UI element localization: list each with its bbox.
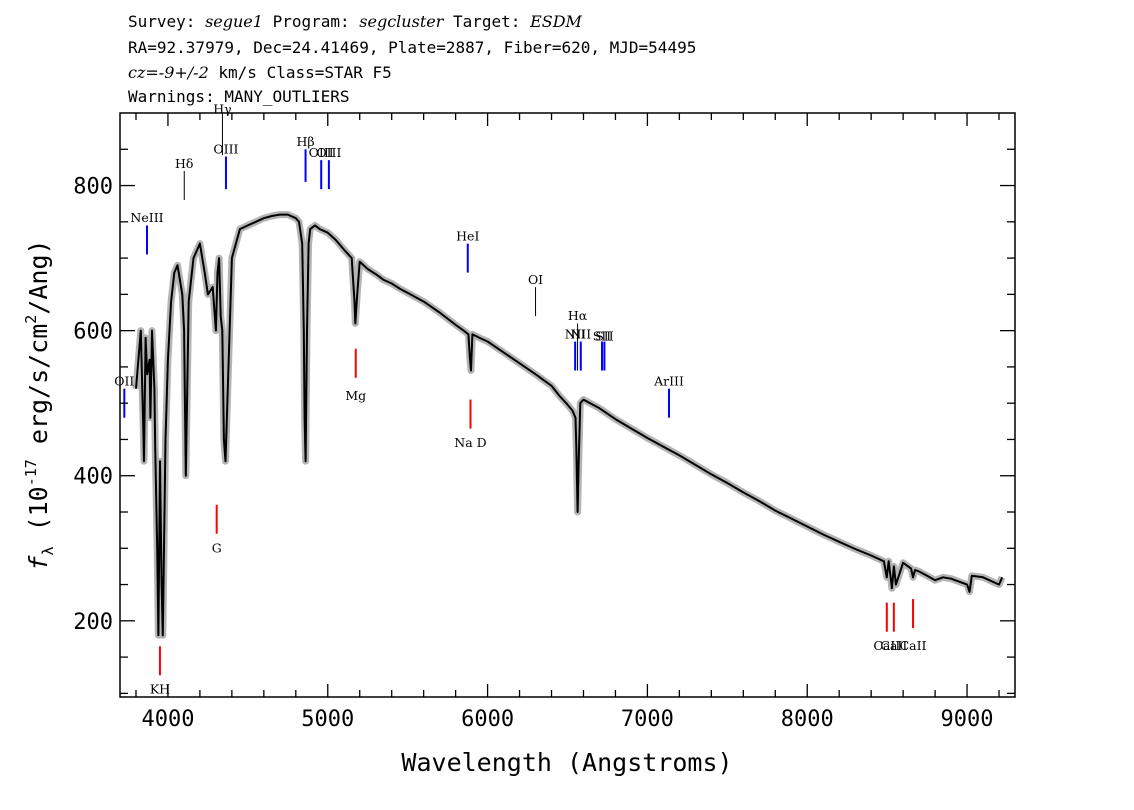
line-marker-label: KH	[150, 682, 170, 697]
line-marker-label: Hβ	[296, 134, 314, 149]
svg-text:fλ (10-17 erg/s/cm2/Ang): fλ (10-17 erg/s/cm2/Ang)	[22, 239, 57, 570]
line-marker-label: ArIII	[653, 373, 684, 388]
x-tick-label: 4000	[141, 707, 194, 732]
title-line-1: Survey: segue1 Program: segcluster Targe…	[128, 12, 582, 31]
line-marker-label: OI	[528, 272, 543, 287]
line-marker-label: NII	[565, 326, 586, 341]
program-value: segcluster	[359, 12, 444, 31]
cz-value: cz=-9+/-2	[128, 63, 209, 82]
title-line-2: RA=92.37979, Dec=24.41469, Plate=2887, F…	[128, 38, 697, 57]
line-marker-label: NII	[570, 326, 591, 341]
x-tick-label: 6000	[461, 707, 514, 732]
x-tick-label: 5000	[301, 707, 354, 732]
line-marker-label: HeI	[456, 228, 479, 243]
line-marker-label: Hα	[568, 308, 588, 323]
target-label: Target:	[453, 12, 521, 31]
y-tick-label: 400	[73, 465, 113, 490]
y-tick-label: 200	[73, 610, 113, 635]
spectrum-error-band	[132, 211, 1006, 639]
line-marker-label: SII	[595, 328, 614, 343]
line-marker-label: NeIII	[130, 210, 163, 225]
title-line-4: Warnings: MANY_OUTLIERS	[128, 87, 350, 106]
program-label: Program:	[272, 12, 350, 31]
error-band-layer	[132, 211, 1006, 639]
line-marker-label: Hδ	[175, 156, 193, 171]
line-marker-label: Hγ	[213, 101, 231, 116]
line-marker-label: OIII	[316, 145, 341, 160]
line-marker-label: OII	[114, 373, 134, 388]
y-axis-title: fλ (10-17 erg/s/cm2/Ang)	[22, 239, 57, 570]
line-marker-label: CaII	[900, 638, 927, 653]
plot-frame	[119, 112, 1016, 698]
x-tick-label: 9000	[941, 707, 994, 732]
line-marker-label: Mg	[345, 388, 366, 403]
line-marker-label: G	[212, 540, 222, 555]
y-tick-label: 600	[73, 320, 113, 345]
x-axis-title: Wavelength (Angstroms)	[401, 748, 732, 777]
class-info: km/s Class=STAR F5	[208, 63, 392, 82]
survey-value: segue1	[205, 12, 263, 31]
line-marker-label: OIII	[309, 145, 334, 160]
survey-label: Survey:	[128, 12, 196, 31]
line-marker-label: SII	[593, 328, 612, 343]
line-marker-label: Na D	[454, 435, 486, 450]
x-tick-label: 8000	[781, 707, 834, 732]
spectrum-line	[135, 213, 1004, 637]
line-marker-label: CaII	[880, 638, 907, 653]
spectrum-layer	[135, 213, 1004, 637]
tick-layer: 4000 5000 6000 7000 8000 9000 200 400 600 800	[73, 113, 1015, 732]
line-marker-label: CaII	[873, 638, 900, 653]
target-value: ESDM	[530, 12, 582, 31]
x-tick-label: 7000	[621, 707, 674, 732]
y-tick-label: 800	[73, 175, 113, 200]
line-marker-label: OIII	[213, 141, 238, 156]
title-line-3: cz=-9+/-2 km/s Class=STAR F5	[128, 63, 392, 82]
